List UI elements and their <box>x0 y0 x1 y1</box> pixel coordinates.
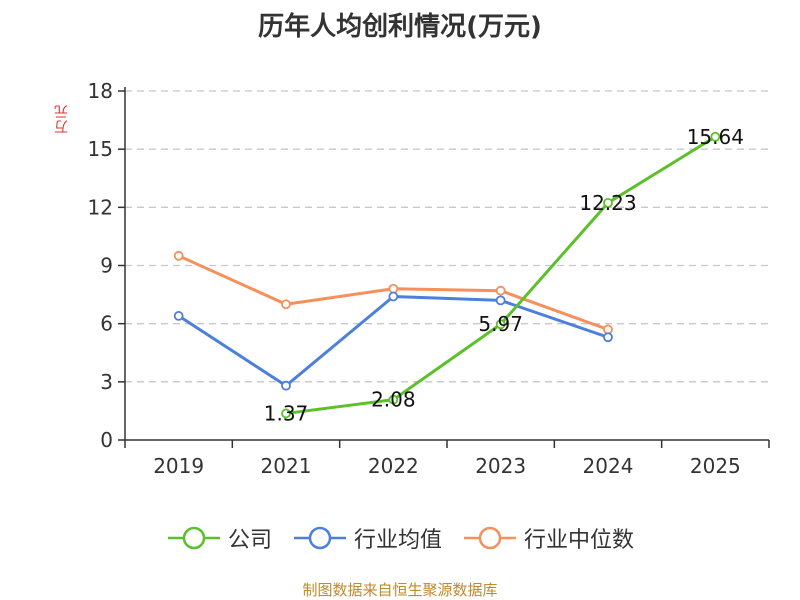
data-point <box>710 131 721 142</box>
y-tick-label: 15 <box>88 137 113 161</box>
legend-line-circle-icon <box>293 526 346 550</box>
axes: 0 3 6 9 12 15 18 2019 2021 2022 2023 2024 2025 <box>88 79 770 478</box>
x-tick-label: 2022 <box>368 454 419 478</box>
data-point <box>495 295 506 306</box>
data-point <box>173 250 184 261</box>
source-note: 制图数据来自恒生聚源数据库 <box>302 581 498 599</box>
legend-item[interactable]: 行业均值 <box>292 522 442 554</box>
series-line-1 <box>177 295 609 388</box>
series-line-0 <box>285 135 717 415</box>
y-tick-label: 18 <box>88 79 113 103</box>
x-tick-label: 2023 <box>475 454 526 478</box>
data-point <box>388 283 399 294</box>
legend: 公司 行业均值 行业中位数 <box>0 522 800 554</box>
data-point <box>281 408 291 419</box>
y-tick-label: 9 <box>100 254 113 278</box>
data-point <box>603 332 613 343</box>
x-tick-label: 2025 <box>690 454 741 478</box>
legend-line-circle-icon <box>464 526 516 550</box>
x-tick-label: 2019 <box>153 454 204 478</box>
series-lines <box>173 131 721 419</box>
legend-line-circle-icon <box>167 526 220 550</box>
data-label: 1.37 <box>264 401 309 425</box>
x-tick-label: 2024 <box>583 454 634 478</box>
chart-title: 历年人均创利情况(万元) <box>258 12 542 42</box>
data-label: 2.08 <box>371 388 416 412</box>
data-point <box>173 311 184 321</box>
y-tick-label: 3 <box>100 370 113 394</box>
legend-item[interactable]: 行业中位数 <box>462 522 634 554</box>
data-point <box>495 319 506 330</box>
legend-label: 行业中位数 <box>524 528 635 553</box>
legend-label: 行业均值 <box>353 528 442 553</box>
data-label: 5.97 <box>478 312 523 336</box>
y-tick-label: 12 <box>88 195 113 219</box>
data-point <box>603 324 613 335</box>
data-label: 15.64 <box>687 125 744 149</box>
data-point <box>603 197 613 208</box>
data-point <box>388 394 399 405</box>
y-tick-label: 6 <box>100 312 113 336</box>
data-point <box>281 299 291 310</box>
data-point <box>495 285 506 296</box>
data-point <box>281 380 291 391</box>
grid-lines <box>125 90 769 383</box>
data-labels: 1.37 2.08 5.97 12.23 15.64 <box>264 125 744 426</box>
line-chart: 0 3 6 9 12 15 18 2019 2021 2022 2023 2024 2025 1.37 2… <box>88 79 770 478</box>
data-point <box>388 291 399 302</box>
legend-label: 公司 <box>227 528 272 553</box>
data-label: 12.23 <box>579 191 636 215</box>
legend-item[interactable]: 公司 <box>166 522 272 554</box>
x-tick-label: 2021 <box>261 454 312 478</box>
y-tick-label: 0 <box>100 428 113 452</box>
